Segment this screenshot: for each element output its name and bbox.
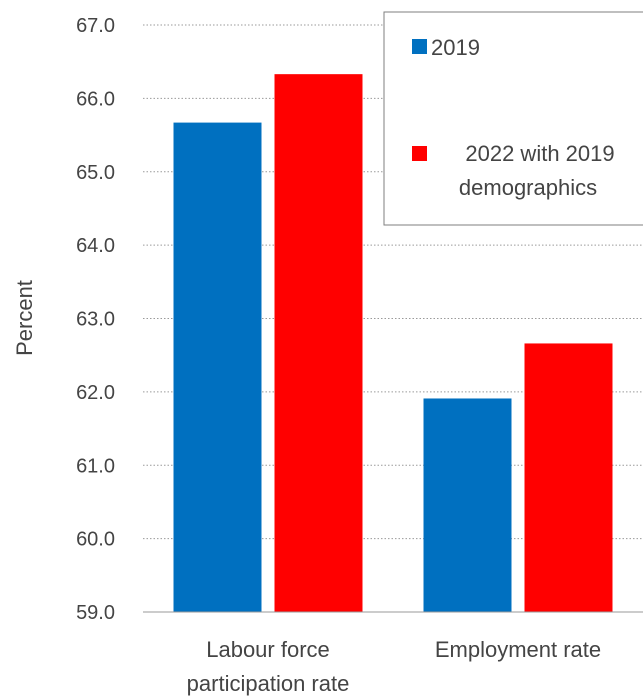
bars	[173, 74, 613, 613]
bar-2019	[423, 398, 512, 612]
legend-label-2019: 2019	[431, 35, 480, 60]
y-tick-label: 62.0	[76, 382, 115, 404]
x-axis-category-labels: Labour force participation rate Employment…	[187, 637, 601, 696]
legend-label-2022-with-2019-demographics: 2022 with 2019 demographics	[459, 141, 615, 200]
bar-2022-with-2019-demographics	[524, 343, 613, 612]
y-tick-label: 61.0	[76, 455, 115, 477]
y-tick-label: 63.0	[76, 309, 115, 331]
legend-box	[383, 11, 643, 226]
bar-2022-with-2019-demographics	[274, 74, 363, 612]
y-axis-title: Percent	[12, 280, 37, 356]
y-tick-label: 66.0	[76, 88, 115, 110]
x-category-label: Labour force participation rate	[187, 637, 350, 696]
y-tick-label: 60.0	[76, 529, 115, 551]
y-tick-label: 59.0	[76, 602, 115, 624]
y-tick-label: 65.0	[76, 162, 115, 184]
legend-swatch-2022-with-2019-demographics	[412, 146, 427, 161]
y-tick-label: 64.0	[76, 235, 115, 257]
legend: 2019 2022 with 2019 demographics	[383, 11, 643, 226]
y-tick-label: 67.0	[76, 15, 115, 37]
x-category-label: Employment rate	[435, 637, 601, 662]
legend-swatch-2019	[412, 39, 427, 54]
y-axis-tick-labels: 59.0 60.0 61.0 62.0 63.0 64.0 65.0 66.0 67.0	[76, 15, 115, 624]
bar-2019	[173, 122, 262, 613]
